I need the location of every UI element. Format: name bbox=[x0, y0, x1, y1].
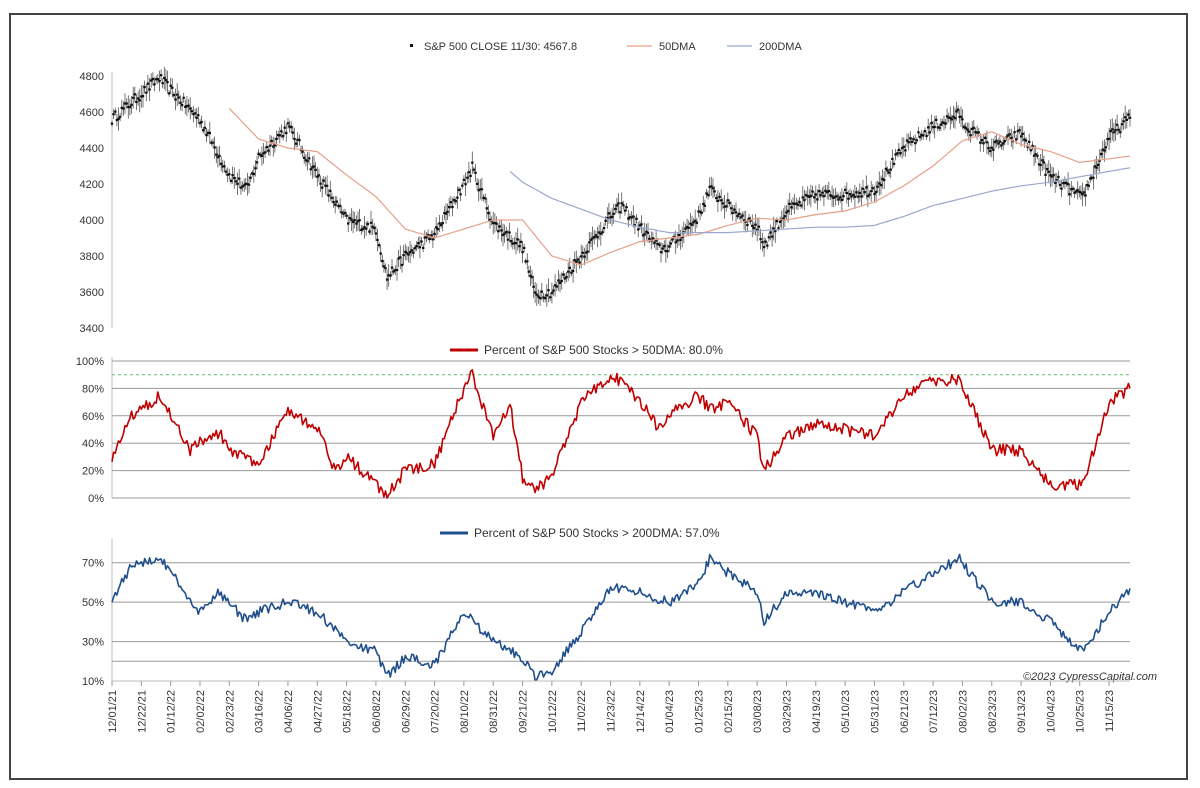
copyright-text: ©2023 CypressCapital.com bbox=[1023, 671, 1157, 683]
x-tick-label: 02/02/22 bbox=[195, 690, 207, 733]
y-tick-label: 4200 bbox=[80, 179, 104, 191]
pct-50dma-series bbox=[111, 369, 1131, 499]
y-tick-label: 80% bbox=[82, 383, 104, 395]
price-series bbox=[110, 66, 1132, 307]
x-tick-label: 10/25/23 bbox=[1075, 690, 1087, 733]
outer-border bbox=[9, 13, 1188, 780]
y-tick-label: 4400 bbox=[80, 143, 104, 155]
y-tick-label: 10% bbox=[82, 676, 104, 688]
pct-50dma-panel: Percent of S&P 500 Stocks > 50DMA: 80.0%… bbox=[76, 343, 1131, 505]
pct-50dma-y-axis: 0% 20% 40% 60% 80% 100% bbox=[76, 356, 1130, 505]
y-tick-label: 3600 bbox=[80, 287, 104, 299]
y-tick-label: 100% bbox=[76, 356, 104, 368]
y-tick-label: 50% bbox=[82, 597, 104, 609]
x-tick-label: 08/10/22 bbox=[459, 690, 471, 733]
series-line-pct-50dma bbox=[111, 369, 1131, 499]
x-tick-label: 06/21/23 bbox=[899, 690, 911, 733]
legend-label-pct-200dma: Percent of S&P 500 Stocks > 200DMA: 57.0… bbox=[474, 526, 720, 540]
x-tick-label: 01/12/22 bbox=[166, 690, 178, 733]
series-line-50dma bbox=[228, 107, 1131, 266]
x-tick-label: 02/15/23 bbox=[723, 690, 735, 733]
x-tick-label: 04/06/22 bbox=[283, 690, 295, 733]
x-tick-label: 10/12/22 bbox=[547, 690, 559, 733]
price-y-axis: 3400 3600 3800 4000 4200 4400 4600 4800 bbox=[80, 71, 113, 335]
y-tick-label: 40% bbox=[82, 438, 104, 450]
x-tick-label: 12/22/21 bbox=[136, 690, 148, 733]
x-tick-label: 08/23/23 bbox=[987, 690, 999, 733]
x-tick-label: 02/23/22 bbox=[224, 690, 236, 733]
x-tick-label: 11/23/22 bbox=[606, 690, 618, 732]
series-line-pct-200dma bbox=[111, 553, 1131, 682]
x-tick-label: 04/27/22 bbox=[312, 690, 324, 733]
x-tick-label: 04/19/23 bbox=[811, 690, 823, 733]
x-tick-label: 08/02/23 bbox=[957, 690, 969, 733]
x-tick-label: 03/08/23 bbox=[752, 690, 764, 733]
x-tick-label: 11/15/23 bbox=[1104, 690, 1116, 732]
y-tick-label: 20% bbox=[82, 466, 104, 478]
legend-label-200dma: 200DMA bbox=[759, 41, 802, 53]
x-tick-label: 01/04/23 bbox=[664, 690, 676, 733]
y-tick-label: 60% bbox=[82, 411, 104, 423]
legend-label-50dma: 50DMA bbox=[659, 41, 696, 53]
y-tick-label: 3400 bbox=[80, 323, 104, 335]
x-tick-label: 03/29/23 bbox=[782, 690, 794, 733]
pct-200dma-series bbox=[111, 553, 1131, 682]
x-tick-label: 07/20/22 bbox=[430, 690, 442, 733]
x-axis: 12/01/21 12/22/21 01/12/22 02/02/22 02/23/22… bbox=[107, 680, 1130, 733]
x-tick-label: 06/29/22 bbox=[400, 690, 412, 733]
y-tick-label: 30% bbox=[82, 637, 104, 649]
series-line-200dma bbox=[509, 167, 1131, 234]
x-tick-label: 06/08/22 bbox=[371, 690, 383, 733]
y-tick-label: 4600 bbox=[80, 107, 104, 119]
y-tick-label: 4000 bbox=[80, 215, 104, 227]
y-tick-label: 3800 bbox=[80, 251, 104, 263]
x-tick-label: 08/31/22 bbox=[488, 690, 500, 733]
price-panel: S&P 500 CLOSE 11/30: 4567.8 50DMA 200DMA… bbox=[80, 41, 1132, 335]
x-tick-label: 12/14/22 bbox=[635, 690, 647, 733]
x-tick-label: 05/10/23 bbox=[840, 690, 852, 733]
x-tick-label: 01/25/23 bbox=[694, 690, 706, 733]
x-tick-label: 11/02/22 bbox=[576, 690, 588, 732]
legend-marker-sp500 bbox=[410, 44, 413, 47]
x-tick-label: 10/04/23 bbox=[1045, 690, 1057, 733]
price-legend: S&P 500 CLOSE 11/30: 4567.8 50DMA 200DMA bbox=[410, 41, 802, 53]
y-tick-label: 4800 bbox=[80, 71, 104, 83]
x-tick-label: 03/16/22 bbox=[254, 690, 266, 733]
y-tick-label: 0% bbox=[88, 493, 104, 505]
sp500-close-dots bbox=[110, 74, 1132, 300]
x-tick-label: 07/12/23 bbox=[928, 690, 940, 733]
legend-label-pct-50dma: Percent of S&P 500 Stocks > 50DMA: 80.0% bbox=[484, 343, 723, 357]
y-tick-label: 70% bbox=[82, 558, 104, 570]
pct-200dma-legend: Percent of S&P 500 Stocks > 200DMA: 57.0… bbox=[440, 526, 720, 540]
x-tick-label: 05/18/22 bbox=[342, 690, 354, 733]
x-tick-label: 12/01/21 bbox=[107, 690, 119, 733]
x-tick-label: 05/31/23 bbox=[870, 690, 882, 733]
x-tick-label: 09/21/22 bbox=[518, 690, 530, 733]
pct-50dma-legend: Percent of S&P 500 Stocks > 50DMA: 80.0% bbox=[450, 343, 723, 357]
x-tick-label: 09/13/23 bbox=[1016, 690, 1028, 733]
legend-label-sp500: S&P 500 CLOSE 11/30: 4567.8 bbox=[424, 41, 577, 53]
